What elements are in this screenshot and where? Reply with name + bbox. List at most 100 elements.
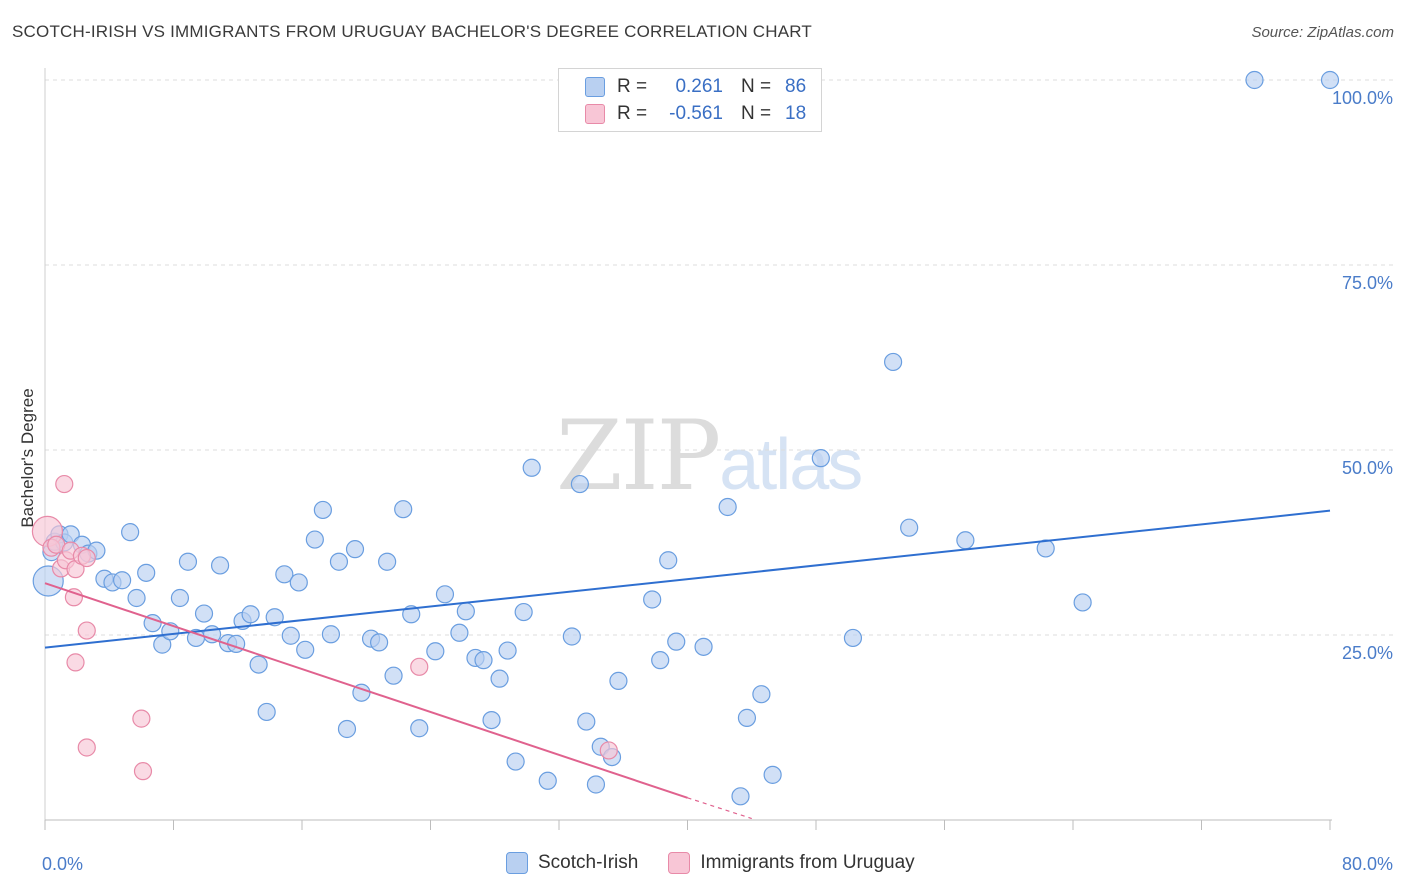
- scotch-irish-point: [1036, 539, 1055, 558]
- uruguay-point: [55, 474, 74, 494]
- scotch-irish-point: [562, 627, 581, 646]
- scotch-irish-point: [643, 590, 662, 609]
- scotch-irish-point: [321, 625, 341, 644]
- scotch-irish-point: [577, 712, 596, 731]
- source-label: Source: ZipAtlas.com: [1251, 24, 1394, 41]
- watermark-atlas: atlas: [719, 425, 863, 505]
- legend-n-value: 86: [785, 76, 807, 97]
- scotch-irish-point: [329, 552, 349, 571]
- uruguay-trend-line: [44, 582, 688, 799]
- scotch-irish-point: [435, 585, 455, 604]
- uruguay-point: [132, 709, 151, 728]
- correlation-legend: R = 0.261 N = 86 R = -0.561 N = 18: [558, 68, 822, 132]
- scotch-irish-point: [394, 500, 413, 519]
- scotch-irish-point: [667, 632, 686, 651]
- scotch-irish-point: [281, 626, 300, 645]
- scotch-irish-point: [378, 552, 397, 571]
- y-axis-title: Bachelor's Degree: [18, 388, 37, 527]
- scotch-irish-point: [883, 352, 903, 372]
- legend-swatch-pink: [585, 104, 605, 124]
- legend-swatch-blue: [585, 77, 605, 97]
- series-legend-label: Scotch-Irish: [538, 852, 639, 873]
- scotch-irish-point: [305, 530, 324, 549]
- scotch-irish-point: [811, 449, 830, 468]
- scotch-irish-point: [1245, 70, 1264, 90]
- uruguay-trend-extension: [687, 797, 752, 820]
- uruguay-point: [599, 741, 618, 760]
- scotch-irish-point: [659, 551, 678, 570]
- scotch-irish-point: [763, 765, 782, 784]
- series-legend: Scotch-Irish Immigrants from Uruguay: [506, 852, 945, 874]
- scotch-irish-point: [337, 719, 357, 739]
- scotch-irish-point: [570, 474, 589, 494]
- scotch-irish-point: [112, 571, 132, 590]
- scotch-irish-point: [522, 458, 541, 477]
- legend-r-value: 0.261: [675, 76, 723, 97]
- x-tick-label: 0.0%: [42, 854, 83, 874]
- series-swatch-blue: [506, 852, 528, 874]
- series-legend-item-uruguay[interactable]: Immigrants from Uruguay: [668, 852, 915, 874]
- legend-r-value: -0.561: [669, 103, 723, 124]
- scotch-irish-point: [345, 540, 365, 559]
- scotch-irish-point: [694, 637, 713, 656]
- scotch-irish-point: [289, 573, 308, 592]
- uruguay-point: [77, 548, 96, 568]
- legend-n-value: 18: [785, 103, 807, 124]
- legend-r-label: R =: [617, 76, 648, 97]
- scotch-irish-point: [752, 685, 771, 704]
- scotch-irish-point: [265, 608, 284, 627]
- uruguay-point: [410, 657, 429, 676]
- legend-n-label: N =: [741, 103, 772, 124]
- scotch-irish-trend-line: [44, 509, 1331, 649]
- scotch-irish-point: [296, 640, 315, 659]
- scotch-irish-point: [514, 602, 533, 622]
- scotch-irish-point: [737, 708, 757, 727]
- scotch-irish-point: [210, 556, 230, 575]
- scotch-irish-point: [121, 523, 140, 542]
- series-legend-item-scotch-irish[interactable]: Scotch-Irish: [506, 852, 638, 874]
- scotch-irish-point: [153, 635, 172, 654]
- scotch-irish-point: [241, 605, 260, 624]
- legend-row-scotch-irish: R = 0.261 N = 86: [585, 73, 806, 101]
- uruguay-point: [77, 621, 96, 640]
- scotch-irish-point: [609, 671, 628, 690]
- scotch-irish-point: [731, 787, 750, 806]
- scotch-irish-point: [538, 771, 557, 790]
- uruguay-point: [64, 588, 84, 607]
- scotch-irish-point: [718, 497, 737, 517]
- scotch-irish-point: [384, 666, 403, 685]
- scotch-irish-point: [137, 563, 156, 582]
- legend-n-label: N =: [741, 76, 772, 97]
- scotch-irish-point: [410, 719, 429, 738]
- uruguay-point: [77, 738, 96, 757]
- scotch-irish-point: [170, 588, 190, 608]
- scotch-irish-point: [275, 565, 294, 584]
- scotch-irish-point: [498, 641, 517, 660]
- scotch-irish-point: [956, 531, 975, 550]
- scotch-irish-point: [586, 775, 606, 794]
- watermark-zip: ZIP: [556, 400, 721, 512]
- uruguay-point: [133, 762, 153, 781]
- legend-row-uruguay: R = -0.561 N = 18: [585, 100, 806, 128]
- series-legend-label: Immigrants from Uruguay: [700, 852, 915, 873]
- scotch-irish-point: [482, 710, 501, 730]
- scotch-irish-point: [143, 614, 162, 633]
- y-tick-label: 50.0%: [1342, 458, 1393, 478]
- scotch-irish-point: [900, 518, 919, 537]
- scotch-irish-point: [843, 628, 863, 648]
- legend-r-label: R =: [617, 103, 648, 124]
- scotch-irish-point: [474, 651, 493, 670]
- scotch-irish-point: [402, 605, 421, 624]
- x-tick-label: 80.0%: [1342, 854, 1393, 874]
- y-tick-label: 100.0%: [1332, 88, 1393, 108]
- scotch-irish-point: [249, 655, 268, 674]
- scotch-irish-point: [1320, 70, 1340, 90]
- chart-title: SCOTCH-IRISH VS IMMIGRANTS FROM URUGUAY …: [12, 22, 813, 41]
- scotch-irish-point: [450, 623, 469, 642]
- scotch-irish-point: [506, 752, 525, 771]
- scotch-irish-point: [313, 500, 332, 520]
- uruguay-point: [66, 653, 85, 672]
- scotch-irish-point: [490, 669, 509, 688]
- scotch-irish-point: [127, 588, 146, 608]
